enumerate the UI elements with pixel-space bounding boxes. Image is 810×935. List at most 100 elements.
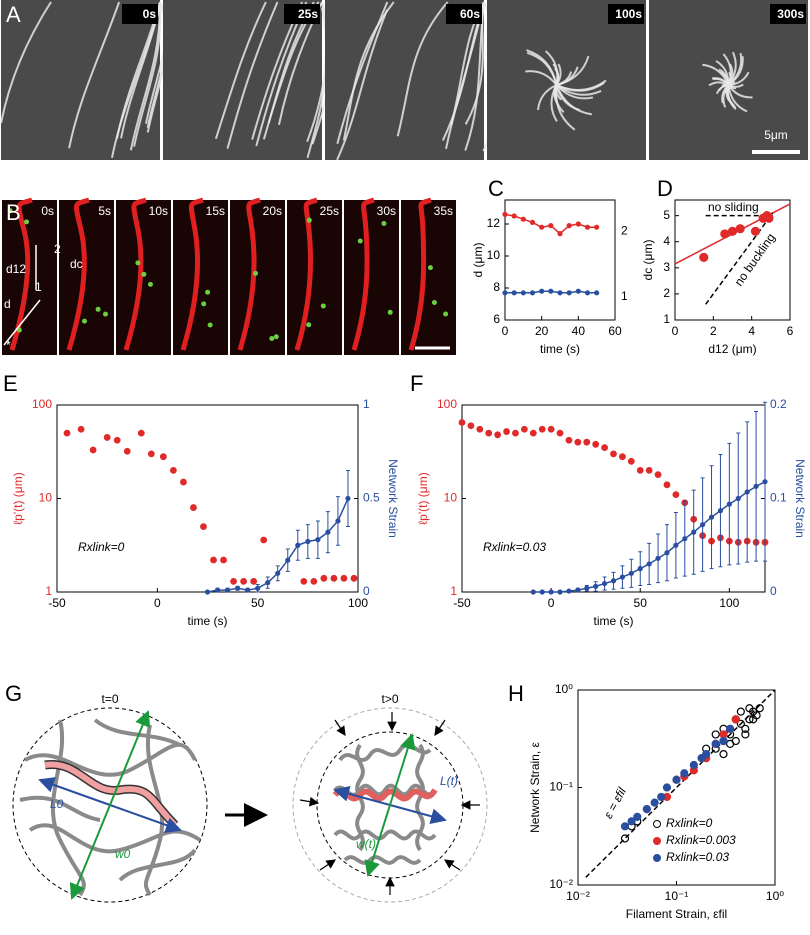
data-point: [295, 542, 301, 548]
arrow: [333, 785, 391, 806]
data-point: [63, 429, 71, 437]
timestamp: 0s: [41, 204, 54, 218]
data-point: [300, 577, 308, 585]
data-point: [646, 561, 652, 567]
speckle: [381, 221, 387, 227]
data-point: [650, 798, 659, 807]
timestamp: 25s: [320, 204, 339, 218]
filament: [306, 1, 328, 143]
filament: [712, 77, 730, 86]
y-tick-label: 10⁰: [555, 682, 573, 696]
data-point: [736, 719, 745, 728]
speckle: [16, 327, 22, 333]
data-point: [745, 704, 754, 713]
x-tick-label: 0: [502, 324, 509, 338]
data-point: [744, 489, 750, 495]
b-label: dc: [70, 257, 83, 271]
data-point: [680, 769, 689, 778]
b-label: *: [6, 338, 11, 352]
data-point: [565, 436, 573, 444]
timestamp: 5s: [98, 204, 111, 218]
data-point: [529, 290, 536, 296]
filament: [525, 70, 558, 86]
y2-tick-label: 1: [363, 397, 370, 411]
g-title: t>0: [381, 692, 398, 706]
series-label: 2: [621, 223, 628, 237]
data-point: [717, 508, 724, 514]
y-tick-label: 1: [45, 584, 52, 598]
data-point: [529, 429, 537, 437]
x-axis-label: d12 (μm): [708, 342, 756, 356]
data-point: [220, 556, 227, 564]
data-point: [159, 453, 167, 461]
data-point: [601, 444, 608, 452]
filament: [68, 1, 121, 149]
filament: [342, 1, 395, 141]
timestamp: 10s: [149, 204, 168, 218]
annotation: Rxlink=0.03: [483, 540, 546, 554]
legend-label: Rxlink=0.003: [666, 833, 736, 847]
data-point: [627, 457, 635, 465]
g-label: L0: [50, 797, 64, 811]
filament: [702, 63, 730, 86]
data-point: [147, 450, 155, 458]
data-point: [719, 736, 728, 746]
data-point: [682, 536, 688, 542]
annotation: ε = εfil: [601, 785, 629, 821]
data-point: [320, 574, 328, 582]
data-point: [725, 724, 735, 733]
data-point: [235, 585, 241, 591]
x-tick-label: 2: [710, 324, 717, 338]
arrow: [69, 804, 111, 900]
data-point: [673, 542, 679, 548]
filament: [526, 51, 558, 86]
timestamp: 100s: [615, 7, 642, 21]
data-point: [285, 557, 291, 563]
x-tick-label: 50: [251, 596, 265, 610]
filament: [237, 197, 261, 351]
speckle: [273, 334, 279, 340]
filament: [180, 197, 204, 351]
data-point: [305, 538, 311, 545]
data-point: [315, 537, 321, 543]
micrograph: [325, 0, 484, 160]
data-point: [628, 570, 634, 576]
data-point: [741, 730, 750, 739]
data-point: [204, 589, 211, 595]
speckle: [201, 301, 207, 307]
data-point: [335, 518, 341, 524]
data-point: [662, 783, 672, 792]
y2-tick-label: 0.5: [363, 491, 380, 505]
data-point: [708, 514, 715, 520]
data-point: [77, 425, 85, 433]
speckle: [95, 306, 101, 312]
data-point: [476, 425, 484, 433]
data-point: [502, 290, 508, 296]
timestamp: 15s: [206, 204, 225, 218]
series-label: 1: [621, 289, 628, 303]
data-point: [741, 724, 750, 733]
frame: [401, 200, 456, 355]
y-tick-label: 3: [663, 260, 670, 274]
filament: [556, 79, 607, 91]
filament: [336, 1, 389, 144]
filament: [226, 1, 279, 149]
speckle: [147, 281, 153, 287]
data-point: [726, 501, 732, 507]
x-axis-label: time (s): [594, 614, 634, 628]
data-point: [548, 223, 554, 229]
data-point: [620, 822, 630, 831]
speckle: [141, 271, 147, 277]
data-point: [755, 704, 764, 713]
y-axis-label: ℓp'(t) (μm): [416, 472, 430, 524]
data-point: [245, 587, 251, 593]
speckle: [24, 219, 30, 225]
filament: [727, 52, 743, 86]
data-point: [735, 495, 741, 502]
data-point: [689, 760, 698, 770]
y2-tick-label: 0: [363, 584, 370, 598]
filament: [129, 1, 162, 151]
x-tick-label: 0: [154, 596, 161, 610]
x-tick-label: 50: [634, 596, 648, 610]
